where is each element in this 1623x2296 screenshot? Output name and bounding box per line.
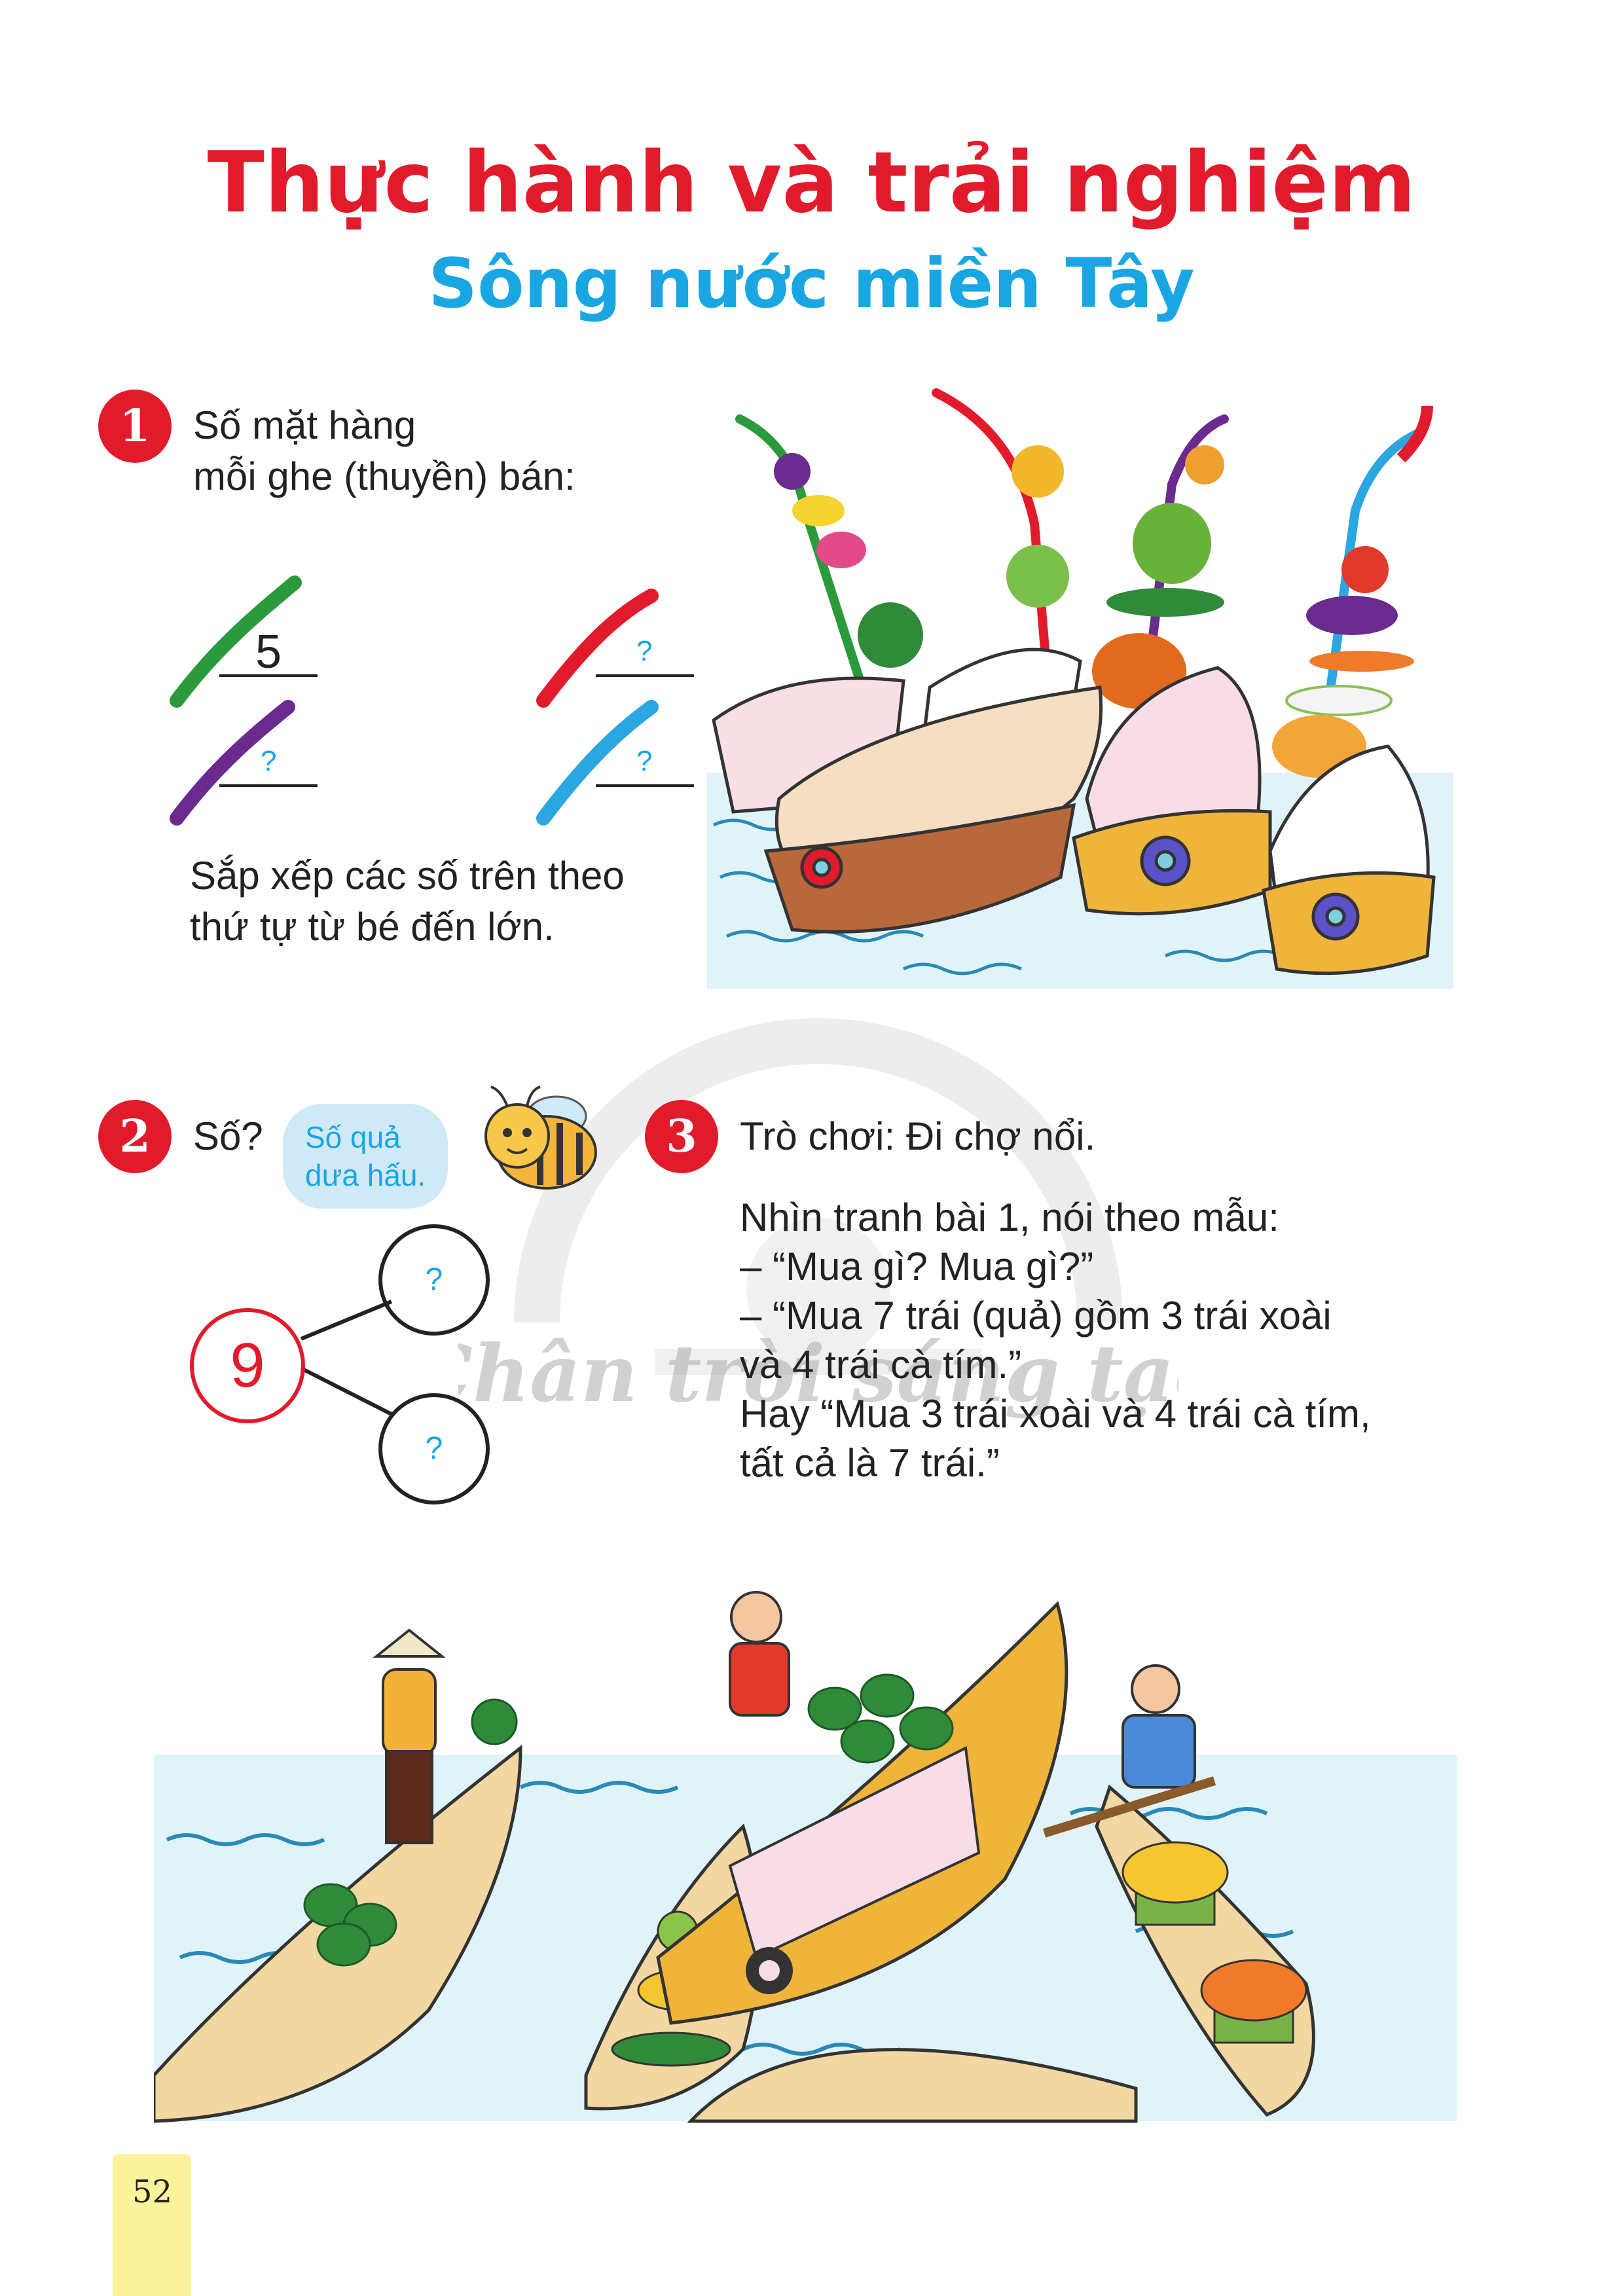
exercise-3-title: Trò chơi: Đi chợ nổi. — [740, 1114, 1096, 1158]
hint-bubble: Số quả dưa hấu. — [283, 1104, 448, 1209]
exercise-3-line2: – “Mua gì? Mua gì?” — [740, 1245, 1094, 1288]
answer-purple-unknown[interactable]: ? — [261, 745, 277, 777]
exercise-2-prompt: Số? — [193, 1114, 263, 1158]
answer-line-purple — [219, 784, 318, 787]
page-number: 52 — [132, 2174, 173, 2210]
exercise-3-badge: 3 — [645, 1100, 718, 1173]
exercise-1-prompt-line2: mỗi ghe (thuyền) bán: — [193, 454, 575, 498]
hint-bubble-line1: Số quả — [305, 1120, 401, 1154]
purple-stroke-mark — [170, 700, 295, 826]
watermark-text: Chân trời sáng tạo — [458, 1328, 1178, 1420]
exercise-3-line1: Nhìn tranh bài 1, nói theo mẫu: — [740, 1195, 1279, 1239]
exercise-1-instruction-line2: thứ tự từ bé đến lớn. — [190, 905, 555, 949]
page-number-tab: 52 — [113, 2154, 191, 2296]
answer-line-blue — [596, 784, 694, 787]
green-stroke-mark — [170, 575, 302, 708]
exercise-3-line5: Hay “Mua 3 trái xoài và 4 trái cà tím, — [740, 1392, 1371, 1436]
blue-stroke-mark — [536, 700, 659, 826]
exercise-1-badge: 1 — [98, 390, 172, 463]
exercise-2-badge: 2 — [98, 1100, 172, 1173]
total-circle: 9 — [190, 1308, 305, 1423]
answer-blue-unknown[interactable]: ? — [636, 745, 653, 777]
answer-line-green — [219, 674, 318, 677]
part-bottom-unknown: ? — [425, 1431, 443, 1466]
part-circle-top[interactable]: ? — [378, 1224, 490, 1336]
answer-red-unknown[interactable]: ? — [636, 635, 653, 667]
page-title: Thực hành và trải nghiệm — [207, 134, 1416, 232]
number-split-connectors — [300, 1300, 393, 1416]
total-value: 9 — [230, 1330, 265, 1400]
exercise-1-prompt-line1: Số mặt hàng — [193, 403, 416, 447]
answer-line-red — [596, 674, 694, 677]
exercise-1-instruction-line1: Sắp xếp các số trên theo — [190, 854, 625, 898]
answer-green-value: 5 — [255, 626, 282, 678]
watermark-logo: Chân trời sáng tạo — [458, 1018, 1178, 1420]
hint-bubble-line2: dưa hấu. — [305, 1158, 426, 1192]
page-subtitle: Sông nước miền Tây — [428, 244, 1195, 323]
exercise-3-line3: – “Mua 7 trái (quả) gồm 3 trái xoài — [740, 1294, 1332, 1338]
part-top-unknown: ? — [425, 1262, 443, 1297]
bee-icon — [484, 1085, 597, 1190]
exercise-3-line6: tất cả là 7 trái.” — [740, 1441, 1000, 1485]
floating-market-boats-illustration — [707, 388, 1453, 989]
red-stroke-mark — [536, 589, 659, 708]
exercise-3-line4: và 4 trái cà tím.” — [740, 1343, 1022, 1387]
part-circle-bottom[interactable]: ? — [378, 1393, 490, 1504]
floating-market-scene-illustration — [154, 1591, 1457, 2123]
color-strokes — [170, 575, 659, 826]
